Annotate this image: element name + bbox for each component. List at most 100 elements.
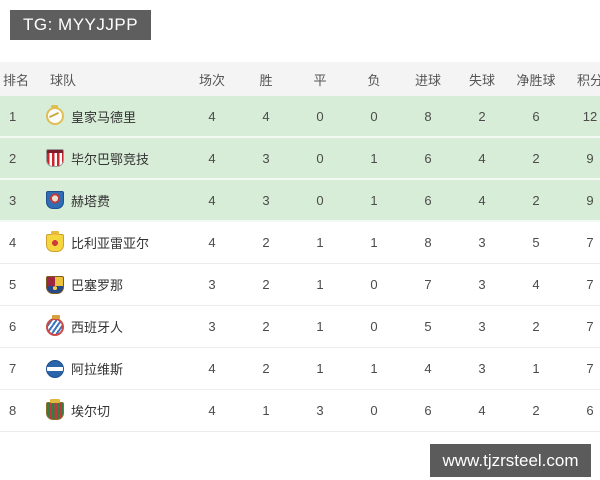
- points-cell: 9: [586, 150, 594, 166]
- team-name: 毕尔巴鄂竞技: [71, 151, 150, 167]
- draws-cell: 0: [316, 192, 324, 208]
- team-cell: 埃尔切: [45, 398, 185, 420]
- wins-cell: 3: [262, 150, 270, 166]
- played-cell: 4: [208, 403, 216, 418]
- points-cell: 7: [586, 361, 594, 376]
- goals-against-cell: 3: [478, 235, 486, 250]
- goals-against-cell: 3: [478, 319, 486, 334]
- watermark-url: www.tjzrsteel.com: [442, 450, 579, 470]
- col-header-goal-difference: 净胜球: [516, 72, 556, 88]
- played-cell: 3: [208, 277, 216, 292]
- table-row[interactable]: 2 毕尔巴鄂竞技 4 3 0 1 6 4 2 9: [0, 138, 600, 180]
- played-cell: 4: [208, 192, 216, 208]
- col-header-goals-against: 失球: [468, 72, 495, 88]
- draws-cell: 0: [316, 108, 324, 124]
- points-cell: 9: [586, 192, 594, 208]
- points-cell: 12: [582, 108, 598, 124]
- team-name: 西班牙人: [71, 320, 124, 335]
- goal-diff-cell: 1: [532, 361, 540, 376]
- rank-cell: 4: [9, 235, 17, 250]
- draws-cell: 1: [316, 235, 324, 250]
- losses-cell: 0: [370, 319, 378, 334]
- col-header-points: 积分: [576, 72, 600, 88]
- goals-for-cell: 7: [424, 277, 432, 292]
- goal-diff-cell: 2: [532, 319, 540, 334]
- team-cell: 皇家马德里: [45, 105, 185, 126]
- points-cell: 6: [586, 403, 594, 418]
- team-cell: 赫塔费: [45, 191, 185, 210]
- played-cell: 4: [208, 108, 216, 124]
- team-cell: 阿拉维斯: [45, 359, 185, 378]
- rank-cell: 1: [9, 108, 17, 124]
- table-row[interactable]: 8 埃尔切 4 1 3 0 6 4 2 6: [0, 390, 600, 432]
- espanyol-crest-icon: [46, 314, 64, 336]
- goals-for-cell: 4: [424, 361, 432, 376]
- goals-for-cell: 8: [424, 235, 432, 250]
- team-name: 巴塞罗那: [71, 278, 124, 293]
- athletic-bilbao-crest-icon: [46, 149, 64, 167]
- rank-cell: 6: [9, 319, 17, 334]
- team-cell: 比利亚雷亚尔: [45, 230, 185, 252]
- losses-cell: 0: [370, 277, 378, 292]
- draws-cell: 1: [316, 361, 324, 376]
- table-row[interactable]: 1 皇家马德里 4 4 0 0 8 2 6 12: [0, 96, 600, 138]
- col-header-team: 球队: [50, 72, 77, 88]
- alaves-crest-icon: [46, 359, 64, 378]
- losses-cell: 0: [370, 108, 378, 124]
- points-cell: 7: [586, 319, 594, 334]
- team-name: 阿拉维斯: [71, 362, 124, 377]
- goals-against-cell: 3: [478, 361, 486, 376]
- league-standings-table: 排名 球队 场次 胜 平 负 进球 失球 净胜球 积分 1 皇家马德里 4 4 …: [0, 62, 600, 432]
- table-row[interactable]: 3 赫塔费 4 3 0 1 6 4 2 9: [0, 180, 600, 222]
- team-name: 比利亚雷亚尔: [71, 236, 150, 251]
- barcelona-crest-icon: [46, 275, 64, 294]
- col-header-draws: 平: [313, 72, 327, 88]
- table-row[interactable]: 7 阿拉维斯 4 2 1 1 4 3 1 7: [0, 348, 600, 390]
- played-cell: 3: [208, 319, 216, 334]
- goal-diff-cell: 2: [532, 403, 540, 418]
- elche-crest-icon: [46, 398, 64, 420]
- goals-for-cell: 5: [424, 319, 432, 334]
- villarreal-crest-icon: [46, 230, 64, 252]
- rank-cell: 7: [9, 361, 17, 376]
- goals-for-cell: 8: [424, 108, 432, 124]
- table-row[interactable]: 5 巴塞罗那 3 2 1 0 7 3 4 7: [0, 264, 600, 306]
- table-header-row: 排名 球队 场次 胜 平 负 进球 失球 净胜球 积分: [0, 62, 600, 96]
- wins-cell: 2: [262, 235, 270, 250]
- losses-cell: 1: [370, 192, 378, 208]
- tg-channel-banner: TG: MYYJJPP: [10, 10, 152, 40]
- played-cell: 4: [208, 361, 216, 376]
- losses-cell: 1: [370, 361, 378, 376]
- goals-for-cell: 6: [424, 403, 432, 418]
- goals-against-cell: 4: [478, 192, 486, 208]
- rank-cell: 2: [9, 150, 17, 166]
- real-madrid-crest-icon: [46, 105, 64, 125]
- losses-cell: 0: [370, 403, 378, 418]
- goal-diff-cell: 6: [532, 108, 540, 124]
- goal-diff-cell: 4: [532, 277, 540, 292]
- wins-cell: 1: [262, 403, 270, 418]
- wins-cell: 3: [262, 192, 270, 208]
- draws-cell: 1: [316, 319, 324, 334]
- team-name: 赫塔费: [71, 193, 111, 209]
- goals-against-cell: 3: [478, 277, 486, 292]
- tg-channel-label: TG: MYYJJPP: [23, 15, 139, 34]
- team-name: 皇家马德里: [71, 109, 137, 125]
- table-row[interactable]: 4 比利亚雷亚尔 4 2 1 1 8 3 5 7: [0, 222, 600, 264]
- goals-for-cell: 6: [424, 192, 432, 208]
- table-row[interactable]: 6 西班牙人 3 2 1 0 5 3 2 7: [0, 306, 600, 348]
- draws-cell: 3: [316, 403, 324, 418]
- col-header-goals-for: 进球: [414, 72, 441, 88]
- losses-cell: 1: [370, 235, 378, 250]
- draws-cell: 1: [316, 277, 324, 292]
- points-cell: 7: [586, 235, 594, 250]
- goal-diff-cell: 5: [532, 235, 540, 250]
- col-header-wins: 胜: [259, 72, 273, 88]
- watermark-banner: www.tjzrsteel.com: [430, 444, 591, 477]
- losses-cell: 1: [370, 150, 378, 166]
- wins-cell: 2: [262, 277, 270, 292]
- draws-cell: 0: [316, 150, 324, 166]
- team-cell: 西班牙人: [45, 314, 185, 336]
- played-cell: 4: [208, 235, 216, 250]
- col-header-rank: 排名: [3, 72, 30, 88]
